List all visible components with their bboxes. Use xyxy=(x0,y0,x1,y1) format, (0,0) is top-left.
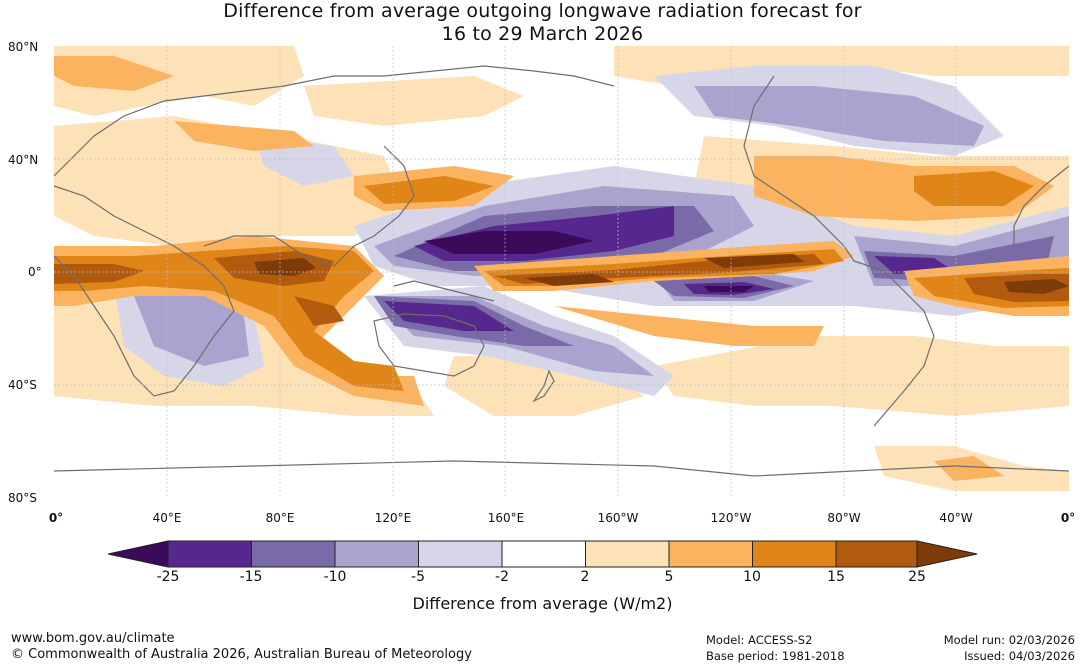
colorbar-segment-3 xyxy=(334,540,419,568)
title-line-1: Difference from average outgoing longwav… xyxy=(223,0,862,22)
anomaly-map xyxy=(54,46,1069,498)
colorbar-tick-label: 25 xyxy=(908,569,926,585)
lat-label-80n: 80°N xyxy=(8,40,39,54)
lon-label-160e: 160°E xyxy=(487,511,525,525)
lon-label-40w: 40°W xyxy=(939,511,973,525)
anomaly-field-below-minus-25 xyxy=(424,231,754,292)
lon-label-120w: 120°W xyxy=(710,511,752,525)
colorbar-tick-label: -15 xyxy=(239,569,263,585)
lon-label-80e: 80°E xyxy=(265,511,295,525)
lon-label-0-west: 0° xyxy=(48,511,64,525)
lon-label-40e: 40°E xyxy=(152,511,182,525)
colorbar-tick-label: -5 xyxy=(411,569,425,585)
colorbar-tick-label: 2 xyxy=(580,569,590,585)
colorbar-segment-5 xyxy=(501,540,586,568)
anomaly-field-above-25 xyxy=(254,254,1069,294)
colorbar-arrow-low xyxy=(107,540,169,568)
footer-model: Model: ACCESS-S2 xyxy=(706,633,813,647)
lon-label-0-east: 0° xyxy=(1060,511,1076,525)
lat-label-80s: 80°S xyxy=(8,491,37,505)
colorbar-tick-label: -2 xyxy=(495,569,509,585)
colorbar-segment-2 xyxy=(251,540,336,568)
footer-base-period: Base period: 1981-2018 xyxy=(706,649,845,663)
lat-label-40n: 40°N xyxy=(8,153,39,167)
footer-model-run: Model run: 02/03/2026 xyxy=(943,633,1075,647)
lat-label-40s: 40°S xyxy=(8,378,37,392)
map-canvas xyxy=(54,46,1069,498)
colorbar-segment-1 xyxy=(167,540,252,568)
colorbar-arrow-high xyxy=(916,540,978,568)
footer-issued: Issued: 04/03/2026 xyxy=(964,649,1075,663)
lon-label-160w: 160°W xyxy=(597,511,639,525)
colorbar-segment-7 xyxy=(668,540,753,568)
colorbar-tick-label: 10 xyxy=(743,569,761,585)
colorbar xyxy=(107,540,978,572)
colorbar-tick-label: -10 xyxy=(323,569,347,585)
lon-label-120e: 120°E xyxy=(374,511,412,525)
colorbar-tick-label: 15 xyxy=(827,569,845,585)
colorbar-segment-6 xyxy=(585,540,670,568)
colorbar-tick-label: 5 xyxy=(664,569,674,585)
lon-label-80w: 80°W xyxy=(827,511,861,525)
lat-label-equator: 0° xyxy=(28,265,42,279)
colorbar-segment-9 xyxy=(835,540,918,568)
chart-title: Difference from average outgoing longwav… xyxy=(0,0,1085,46)
colorbar-title: Difference from average (W/m2) xyxy=(412,594,673,613)
colorbar-tick-label: -25 xyxy=(156,569,180,585)
graticule xyxy=(54,46,1069,498)
colorbar-segment-8 xyxy=(752,540,837,568)
coastlines xyxy=(54,65,1069,477)
colorbar-segment-4 xyxy=(418,540,503,568)
title-line-2: 16 to 29 March 2026 xyxy=(441,23,644,45)
footer-website: www.bom.gov.au/climate xyxy=(11,631,175,646)
colorbar-graphic xyxy=(107,540,978,568)
footer-copyright: © Commonwealth of Australia 2026, Austra… xyxy=(11,647,472,662)
